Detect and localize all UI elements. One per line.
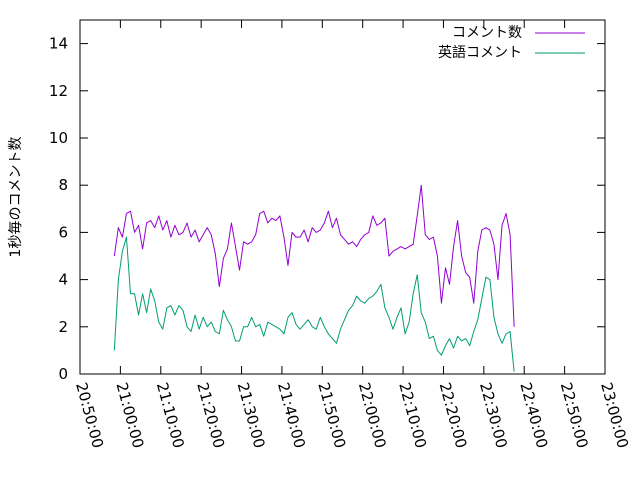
x-tick-label: 21:10:00 [153,380,188,450]
x-tick-label: 21:00:00 [113,380,148,450]
y-tick-label: 2 [58,318,68,336]
x-tick-label: 22:00:00 [355,380,390,450]
x-tick-label: 21:30:00 [234,380,269,450]
x-tick-label: 21:40:00 [274,380,309,450]
y-tick-label: 0 [58,365,68,383]
x-tick-label: 21:20:00 [193,380,228,450]
x-tick-label: 22:50:00 [557,380,592,450]
x-tick-label: 22:30:00 [476,380,511,450]
y-axis: 0 2 4 6 8 10 12 14 [49,35,605,383]
plot-frame [79,19,606,375]
y-tick-label: 6 [58,223,68,241]
y-tick-label: 4 [58,271,68,289]
legend-label-comment-count: コメント数 [452,25,522,41]
series-line-1 [113,236,515,372]
y-tick-label: 12 [49,82,68,100]
x-tick-label: 22:10:00 [395,380,430,450]
x-tick-label: 22:20:00 [436,380,471,450]
series-line-0 [113,184,515,327]
x-tick-label: 21:50:00 [314,380,349,450]
y-axis-label: 1秒毎のコメント数 [8,137,24,258]
legend-label-english-comment: 英語コメント [438,44,522,61]
legend: コメント数 英語コメント [438,25,585,61]
x-axis: 20:50:00 21:00:00 21:10:00 21:20:00 21:30:00… [72,20,632,450]
y-tick-label: 8 [58,176,68,194]
x-tick-label: 20:50:00 [72,380,107,450]
x-tick-label: 23:00:00 [597,380,632,450]
series-layer [113,184,515,372]
y-tick-label: 10 [49,129,68,147]
x-tick-label: 22:40:00 [516,380,551,450]
y-tick-label: 14 [49,35,68,53]
